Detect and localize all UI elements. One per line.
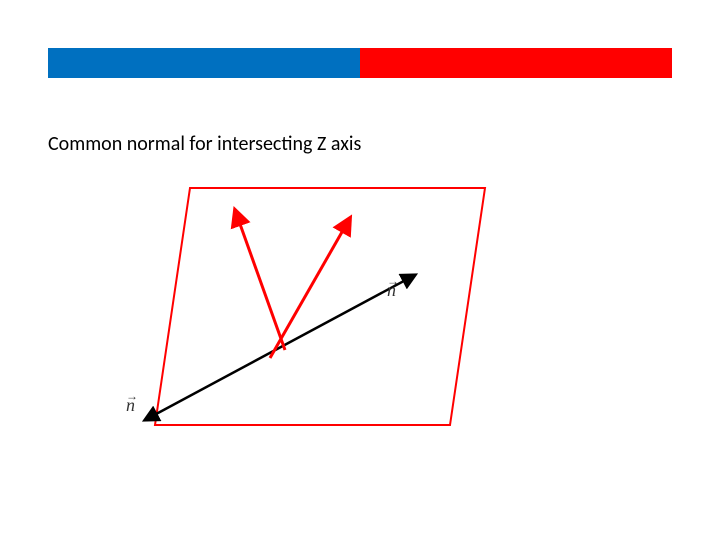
diagram-svg — [0, 0, 720, 540]
n-vector-label-right: →n — [387, 280, 396, 301]
n-vector-label-left: →n — [126, 395, 135, 416]
normal-line — [145, 275, 415, 420]
z-axis-arrow-left — [235, 210, 285, 350]
z-axis-arrow-right — [270, 218, 350, 358]
